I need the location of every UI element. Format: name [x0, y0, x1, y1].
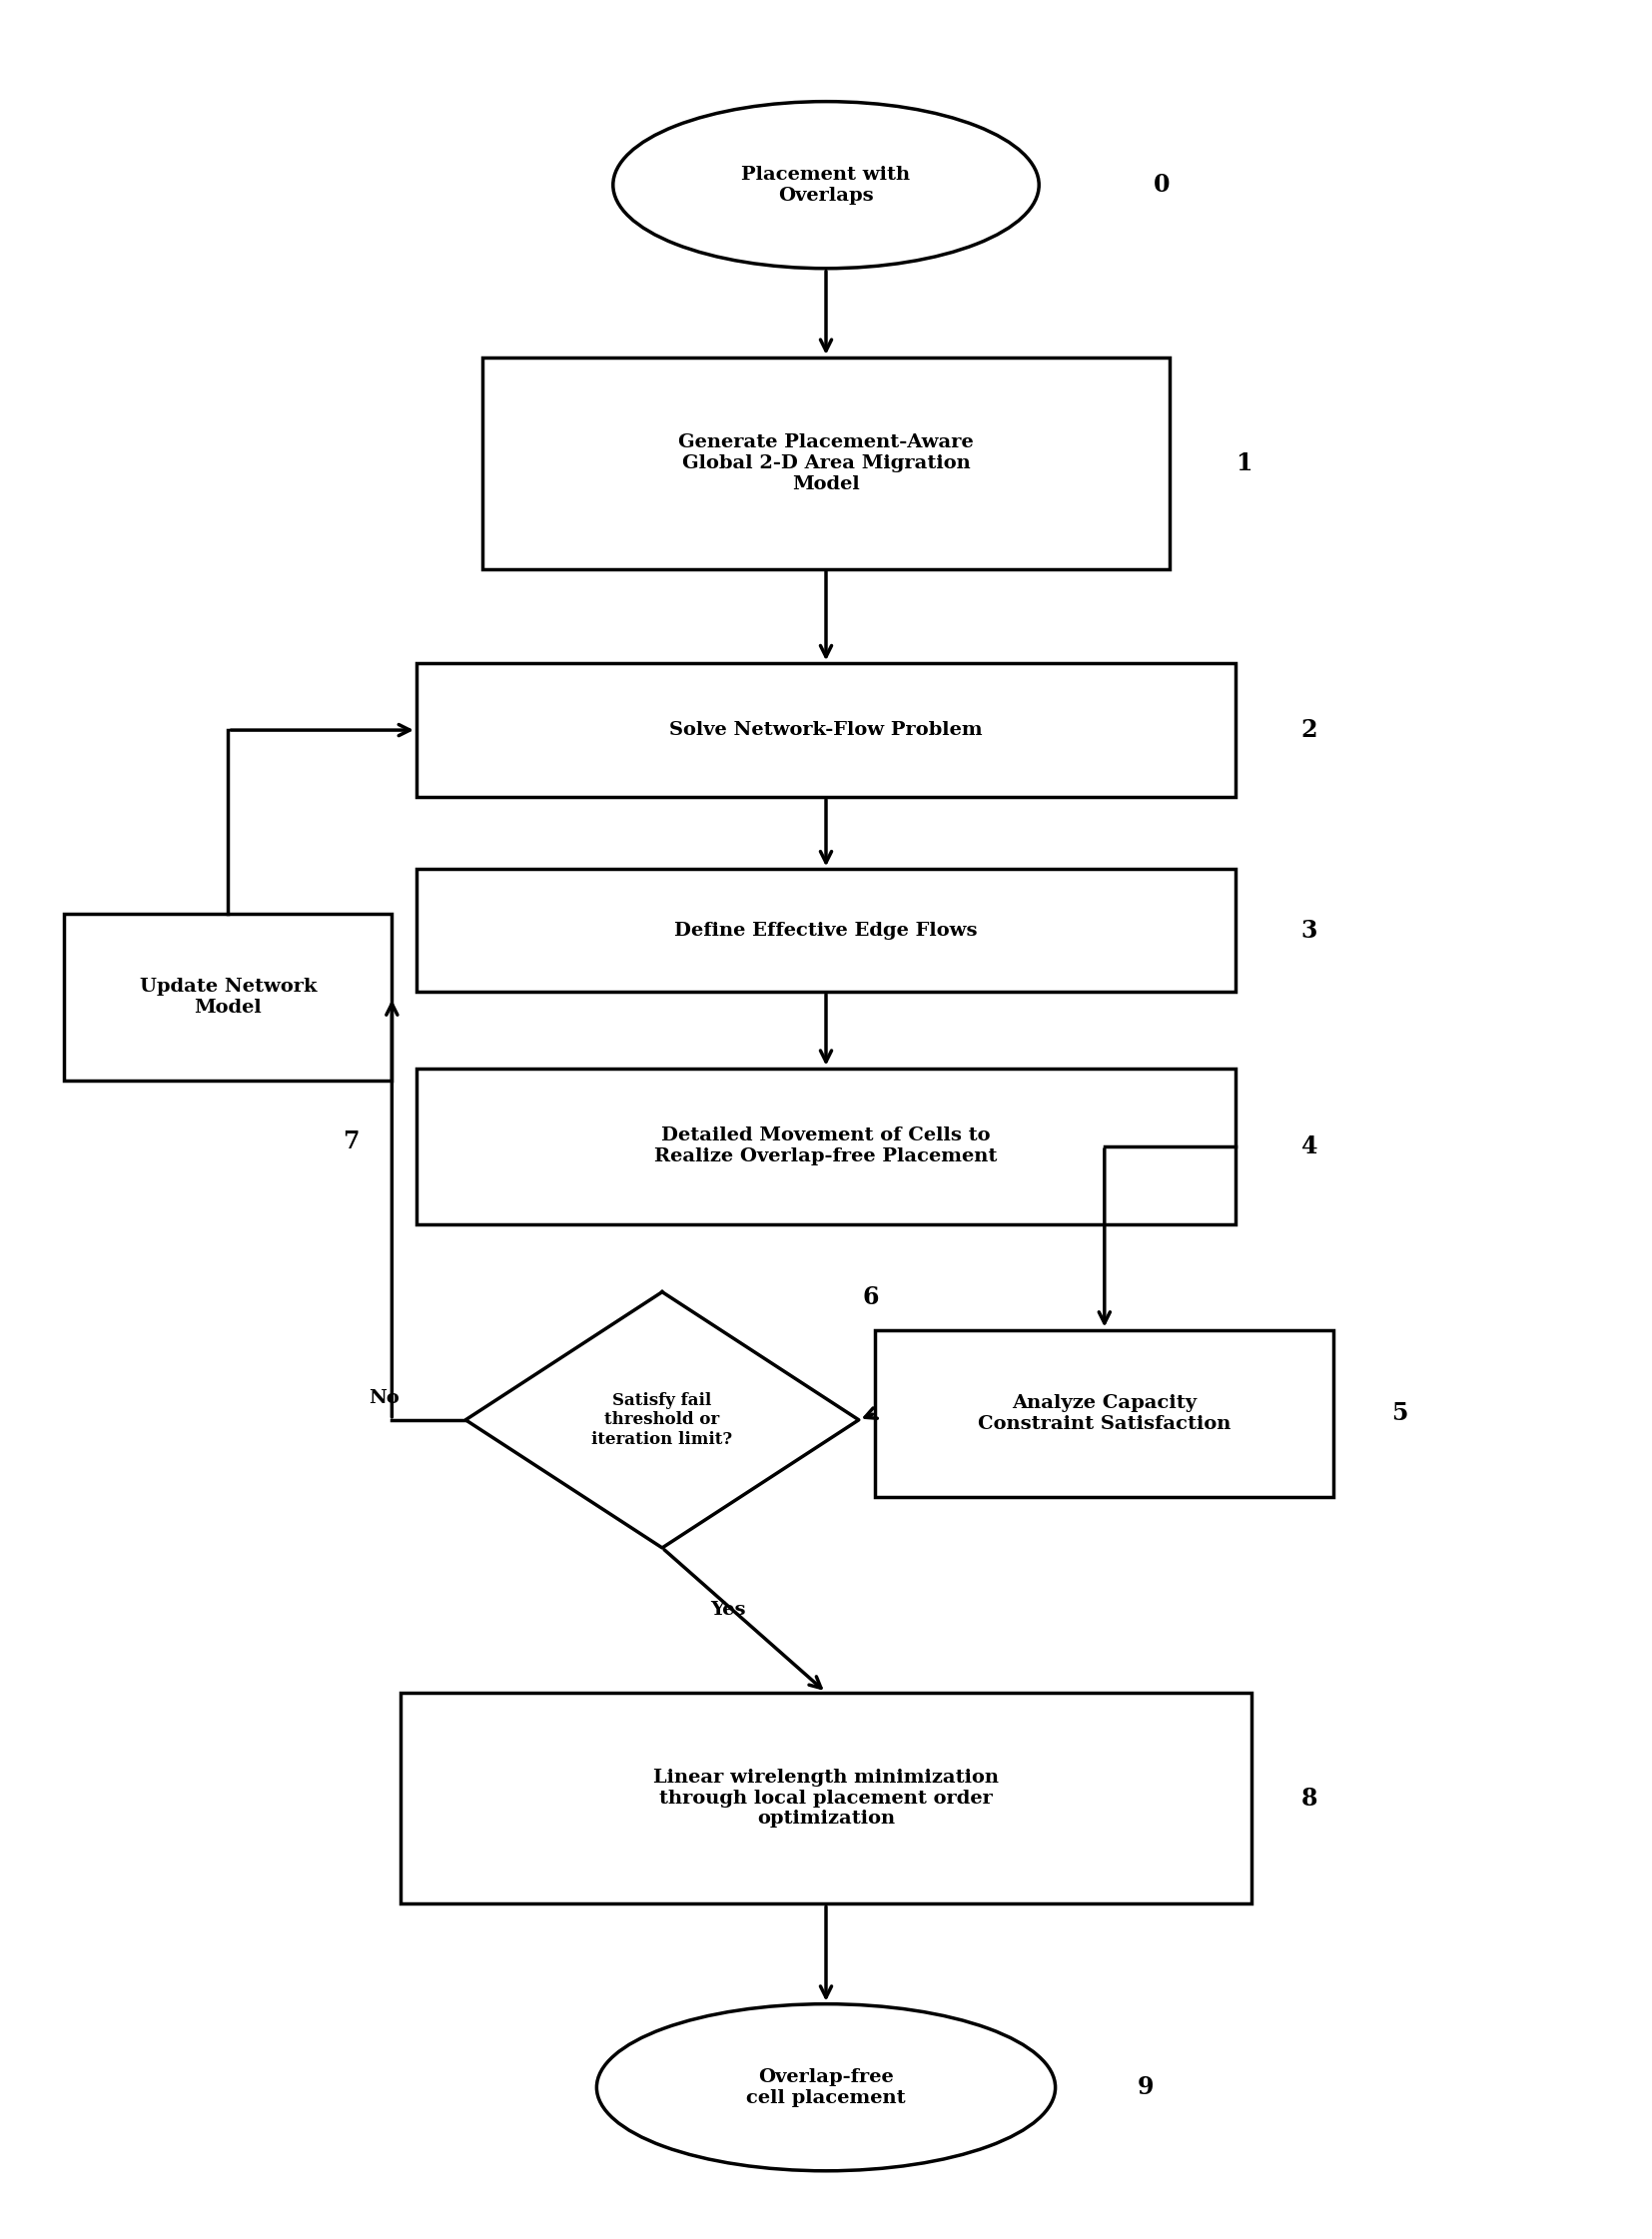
Text: Analyze Capacity
Constraint Satisfaction: Analyze Capacity Constraint Satisfaction: [978, 1395, 1231, 1433]
Text: No: No: [368, 1388, 400, 1406]
FancyBboxPatch shape: [482, 358, 1170, 569]
Text: Overlap-free
cell placement: Overlap-free cell placement: [747, 2069, 905, 2107]
Text: 9: 9: [1137, 2076, 1153, 2100]
Text: 2: 2: [1302, 719, 1318, 741]
Text: 3: 3: [1302, 918, 1317, 943]
Text: Satisfy fail
threshold or
iteration limit?: Satisfy fail threshold or iteration limi…: [591, 1393, 733, 1449]
Text: Update Network
Model: Update Network Model: [139, 978, 317, 1017]
Ellipse shape: [613, 101, 1039, 269]
FancyBboxPatch shape: [400, 1693, 1252, 1903]
Text: Placement with
Overlaps: Placement with Overlaps: [742, 166, 910, 204]
Text: 6: 6: [862, 1285, 879, 1310]
FancyBboxPatch shape: [416, 663, 1236, 797]
Text: 7: 7: [342, 1131, 358, 1153]
Text: Yes: Yes: [710, 1601, 745, 1619]
Polygon shape: [466, 1292, 859, 1547]
FancyBboxPatch shape: [416, 869, 1236, 992]
Text: 5: 5: [1391, 1402, 1408, 1426]
Text: Define Effective Edge Flows: Define Effective Edge Flows: [674, 922, 978, 940]
Text: Linear wirelength minimization
through local placement order
optimization: Linear wirelength minimization through l…: [653, 1769, 999, 1827]
Text: 8: 8: [1302, 1787, 1318, 1809]
Ellipse shape: [596, 2004, 1056, 2172]
Text: 4: 4: [1302, 1135, 1318, 1158]
Text: 1: 1: [1236, 450, 1252, 475]
Text: Detailed Movement of Cells to
Realize Overlap-free Placement: Detailed Movement of Cells to Realize Ov…: [654, 1126, 998, 1167]
FancyBboxPatch shape: [416, 1068, 1236, 1225]
FancyBboxPatch shape: [876, 1330, 1333, 1496]
Text: Solve Network-Flow Problem: Solve Network-Flow Problem: [669, 721, 983, 739]
Text: Generate Placement-Aware
Global 2-D Area Migration
Model: Generate Placement-Aware Global 2-D Area…: [679, 434, 973, 493]
FancyBboxPatch shape: [64, 914, 392, 1081]
Text: 0: 0: [1153, 172, 1170, 197]
